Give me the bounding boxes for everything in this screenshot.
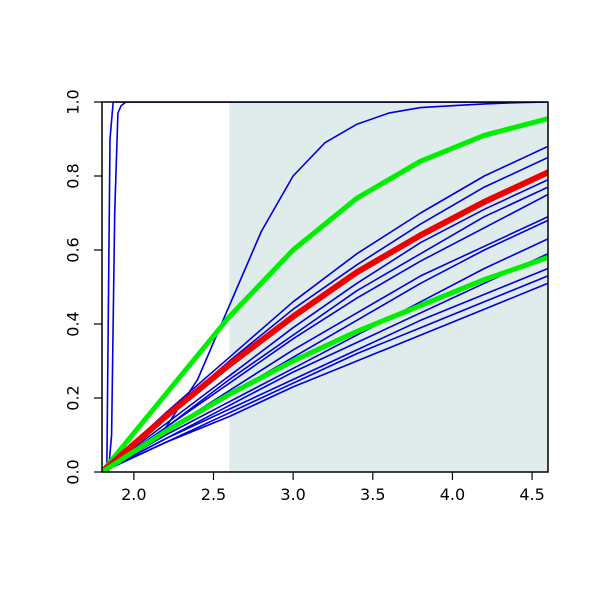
series-line-bound-15: [102, 116, 548, 472]
x-tick-label-2: 3.0: [280, 485, 305, 504]
y-tick-label-3: 0.6: [64, 237, 83, 262]
x-tick-label-4: 4.0: [440, 485, 465, 504]
x-tick-label-1: 2.5: [201, 485, 226, 504]
y-tick-label-1: 0.2: [64, 385, 83, 410]
series-line-central-16: [102, 169, 548, 472]
series-line-individual-14: [102, 282, 548, 472]
y-tick-label-5: 1.0: [64, 89, 83, 114]
series-line-individual-5: [102, 178, 548, 472]
y-tick-label-0: 0.0: [64, 459, 83, 484]
series-line-individual-0: [102, 102, 548, 472]
x-tick-label-3: 3.5: [360, 485, 385, 504]
series-line-bound-17: [102, 254, 548, 472]
x-tick-label-5: 4.5: [519, 485, 544, 504]
series-line-individual-3: [102, 145, 548, 472]
y-tick-label-4: 0.8: [64, 163, 83, 188]
series-line-individual-7: [102, 193, 548, 472]
series-line-individual-12: [102, 267, 548, 472]
plot-frame: [101, 101, 549, 473]
shaded-region: [229, 102, 548, 472]
x-tick-label-0: 2.0: [121, 485, 146, 504]
y-tick-label-2: 0.4: [64, 311, 83, 336]
series-line-individual-10: [102, 238, 548, 472]
